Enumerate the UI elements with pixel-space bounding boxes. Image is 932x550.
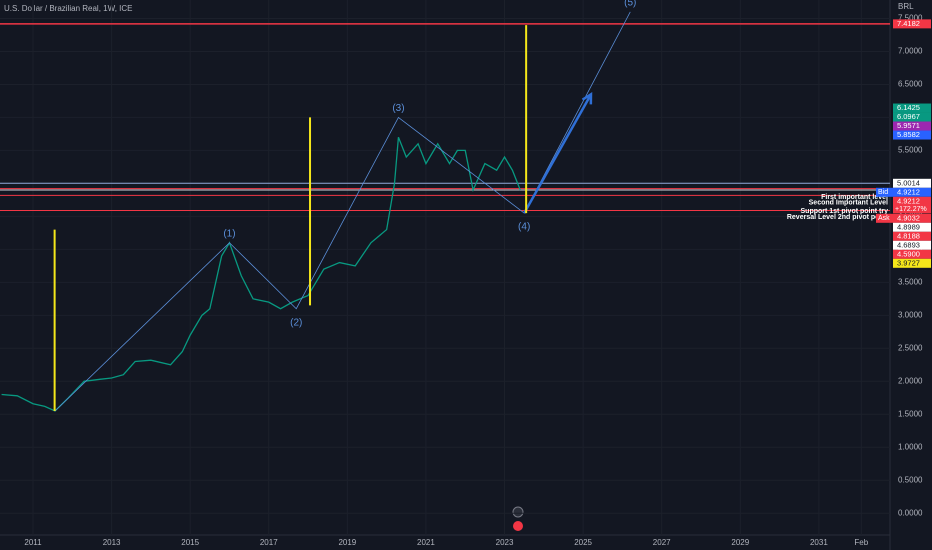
price-badge-label: 6.1425 (897, 103, 920, 112)
price-badge (893, 231, 931, 241)
wave-label: (1) (223, 228, 235, 239)
y-tick-label: 7.0000 (898, 47, 923, 56)
arrow-head (581, 92, 593, 105)
price-badge-label: 6.0967 (897, 112, 920, 121)
y-tick-label: 0.5000 (898, 475, 923, 484)
x-tick-label: 2013 (103, 538, 121, 547)
badge-tag-bg (876, 213, 893, 223)
flag-icon (513, 521, 523, 531)
badge-note: +172.27% (895, 206, 927, 213)
y-tick-label: 5.5000 (898, 146, 923, 155)
y-tick-label: 1.5000 (898, 409, 923, 418)
y-tick-label: 2.5000 (898, 343, 923, 352)
price-badge (893, 121, 931, 131)
price-badge (893, 187, 931, 197)
price-badge-label: 4.9032 (897, 213, 920, 222)
price-badge-label: 4.6893 (897, 240, 920, 249)
y-axis-label: BRL (898, 2, 914, 11)
price-badge-label: 4.9212 (897, 196, 920, 205)
arrow-line (523, 93, 593, 214)
price-badge (893, 240, 931, 250)
y-tick-label: 0.0000 (898, 508, 923, 517)
level-note: Reversal Level 2nd pivot point (787, 214, 889, 221)
badge-note-bg (893, 205, 931, 214)
event-icon (512, 506, 524, 518)
x-tick-label: 2025 (574, 538, 592, 547)
wave-label: (4) (518, 222, 530, 233)
price-badge (893, 19, 931, 29)
badge-tag-bg (876, 187, 893, 197)
chart-title: U.S. Dollar / Brazilian Real, 1W, ICE (4, 4, 132, 13)
price-badge-label: 7.4182 (897, 19, 920, 28)
wave-label: (3) (392, 103, 404, 114)
price-badge-label: 4.8188 (897, 231, 920, 240)
price-badge-label: 4.8989 (897, 222, 920, 231)
price-badge (893, 130, 931, 140)
x-tick-label: 2011 (24, 538, 42, 547)
x-tick-label: 2027 (653, 538, 671, 547)
x-tick-label: 2031 (810, 538, 828, 547)
price-badge-label: 4.9212 (897, 187, 920, 196)
price-badge (893, 178, 931, 188)
price-badge (893, 103, 931, 113)
y-tick-label: 7.5000 (898, 14, 923, 23)
x-tick-label: 2029 (731, 538, 749, 547)
x-tick-label: 2021 (417, 538, 435, 547)
wave-label: (5) (624, 0, 636, 9)
price-badge (893, 112, 931, 122)
x-tick-label: 2015 (181, 538, 199, 547)
price-line (1, 136, 521, 412)
x-tick-label: 2017 (260, 538, 278, 547)
price-badge-label: 5.0014 (897, 178, 920, 187)
y-tick-label: 2.0000 (898, 376, 923, 385)
x-tick-label: Feb (854, 538, 868, 547)
y-tick-label: 3.0000 (898, 310, 923, 319)
price-badge (893, 222, 931, 232)
y-tick-label: 3.5000 (898, 277, 923, 286)
level-note: First important level (821, 194, 888, 201)
event-icons (512, 506, 524, 531)
price-badge (893, 196, 931, 206)
level-note: Second Important Level (809, 199, 888, 206)
y-tick-label: 6.5000 (898, 80, 923, 89)
badge-tag: Ask (878, 215, 890, 222)
y-tick-label: 1.0000 (898, 442, 923, 451)
price-badge (893, 213, 931, 223)
wave-label: (2) (290, 317, 302, 328)
price-badge-label: 3.9727 (897, 258, 920, 267)
badge-tag: Bid (878, 189, 888, 196)
price-badge-label: 5.9571 (897, 121, 920, 130)
price-badge (893, 258, 931, 268)
level-note: Support 1st pivot point try (801, 208, 889, 215)
x-tick-label: 2019 (338, 538, 356, 547)
price-badge-label: 5.8582 (897, 130, 920, 139)
price-badge-label: 4.5900 (897, 249, 920, 258)
price-badge (893, 249, 931, 259)
x-tick-label: 2023 (496, 538, 514, 547)
